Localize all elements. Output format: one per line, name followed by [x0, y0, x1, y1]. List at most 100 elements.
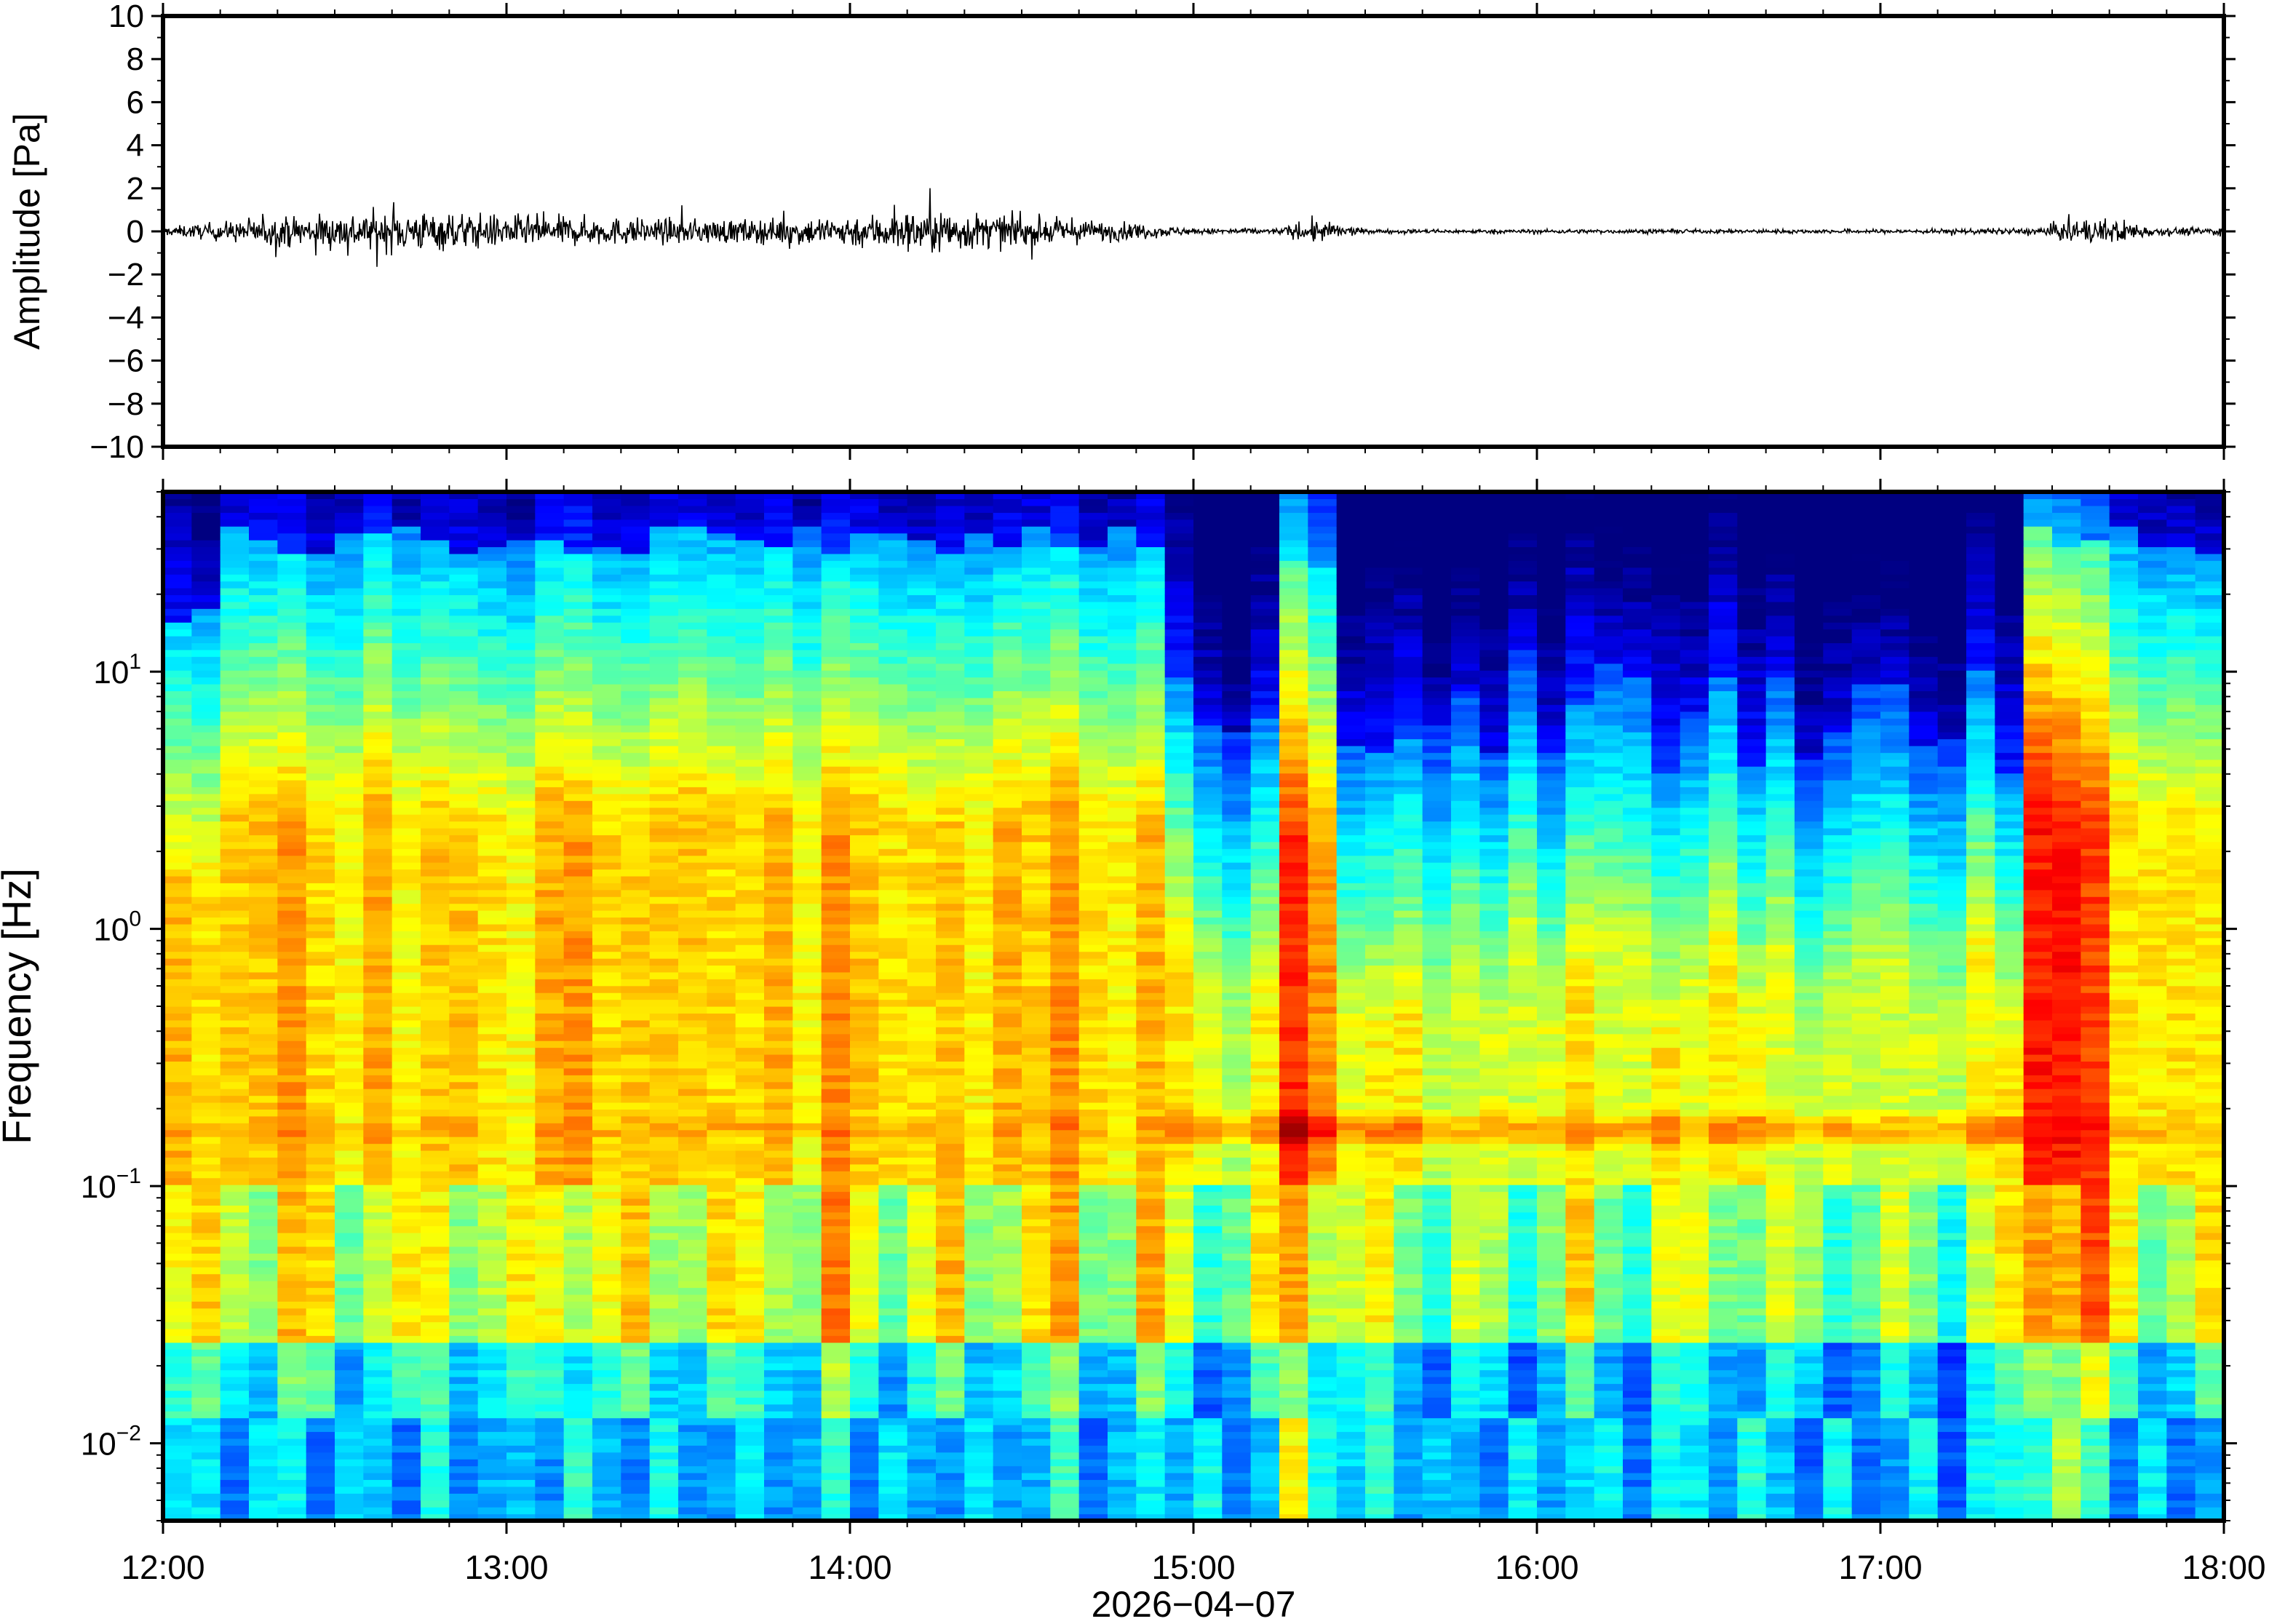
spectrogram-cell: [678, 835, 707, 843]
spectrogram-cell: [707, 1040, 736, 1048]
spectrogram-cell: [449, 546, 479, 554]
spectrogram-cell: [678, 1115, 707, 1123]
spectrogram-cell: [821, 1438, 851, 1446]
spectrogram-cell: [392, 1513, 421, 1521]
spectrogram-cell: [1078, 1267, 1108, 1275]
spectrogram-cell: [850, 1425, 879, 1433]
spectrogram-cell: [277, 1129, 307, 1137]
spectrogram-cell: [392, 1115, 421, 1123]
spectrogram-cell: [878, 992, 908, 1000]
spectrogram-cell: [335, 1383, 364, 1391]
spectrogram-cell: [421, 807, 450, 815]
spectrogram-cell: [191, 1205, 221, 1213]
spectrogram-cell: [277, 1233, 307, 1241]
spectrogram-cell: [678, 745, 707, 753]
spectrogram-cell: [421, 1205, 450, 1213]
spectrogram-cell: [649, 889, 679, 897]
spectrogram-cell: [191, 1006, 221, 1014]
spectrogram-cell: [277, 649, 307, 657]
spectrogram-cell: [392, 1404, 421, 1412]
spectrogram-cell: [964, 971, 994, 979]
spectrogram-cell: [850, 1033, 879, 1041]
spectrogram-cell: [163, 910, 192, 918]
spectrogram-cell: [449, 992, 479, 1000]
spectrogram-cell: [1078, 1253, 1108, 1261]
spectrogram-cell: [449, 1479, 479, 1487]
spectrogram-cell: [449, 622, 479, 630]
spectrogram-cell: [220, 1225, 250, 1233]
spectrogram-cell: [335, 1513, 364, 1521]
spectrogram-cell: [936, 1363, 965, 1371]
spectrogram-cell: [821, 629, 851, 637]
spectrogram-cell: [163, 787, 192, 795]
spectrogram-cell: [850, 1081, 879, 1089]
spectrogram-cell: [993, 1335, 1022, 1343]
spectrogram-cell: [1050, 1019, 1080, 1027]
spectrogram-cell: [936, 560, 965, 568]
spectrogram-cell: [964, 827, 994, 835]
spectrogram-cell: [878, 574, 908, 582]
spectrogram-cell: [506, 1329, 536, 1337]
spectrogram-cell: [191, 526, 221, 534]
spectrogram-cell: [449, 1404, 479, 1412]
spectrogram-cell: [506, 1006, 536, 1014]
spectrogram-cell: [735, 560, 765, 568]
spectrogram-cell: [191, 1363, 221, 1371]
spectrogram-cell: [163, 1013, 192, 1021]
spectrogram-cell: [735, 917, 765, 925]
spectrogram-cell: [907, 670, 937, 678]
spectrogram-cell: [163, 1177, 192, 1185]
spectrogram-cell: [1022, 553, 1051, 561]
spectrogram-cell: [792, 1397, 822, 1405]
spectrogram-cell: [191, 1459, 221, 1467]
spectrogram-cell: [592, 560, 621, 568]
spectrogram-cell: [306, 999, 335, 1007]
spectrogram-cell: [878, 1287, 908, 1295]
spectrogram-cell: [306, 903, 335, 911]
spectrogram-cell: [936, 1438, 965, 1446]
spectrogram-cell: [907, 635, 937, 643]
spectrogram-cell: [735, 1369, 765, 1377]
spectrogram-cell: [792, 992, 822, 1000]
spectrogram-cell: [191, 889, 221, 897]
spectrogram-cell: [850, 1047, 879, 1055]
spectrogram-cell: [821, 608, 851, 616]
spectrogram-cell: [535, 608, 565, 616]
spectrogram-cell: [392, 1431, 421, 1439]
spectrogram-cell: [191, 553, 221, 561]
spectrogram-cell: [306, 519, 335, 527]
spectrogram-cell: [821, 1287, 851, 1295]
spectrogram-cell: [191, 1493, 221, 1501]
spectrogram-cell: [764, 848, 793, 856]
spectrogram-cell: [907, 1390, 937, 1398]
spectrogram-cell: [449, 896, 479, 904]
spectrogram-cell: [878, 1239, 908, 1247]
spectrogram-cell: [335, 594, 364, 602]
spectrogram-cell: [449, 1363, 479, 1371]
spectrogram-cell: [993, 745, 1022, 753]
spectrogram-cell: [306, 1267, 335, 1275]
spectrogram-cell: [191, 848, 221, 856]
spectrogram-cell: [191, 1143, 221, 1151]
spectrogram-cell: [592, 1383, 621, 1391]
spectrogram-cell: [821, 642, 851, 650]
spectrogram-cell: [821, 690, 851, 698]
spectrogram-cell: [449, 1013, 479, 1021]
spectrogram-cell: [392, 1445, 421, 1453]
spectrogram-cell: [936, 711, 965, 719]
spectrogram-cell: [964, 574, 994, 582]
spectrogram-cell: [592, 1417, 621, 1425]
spectrogram-cell: [1050, 711, 1080, 719]
spectrogram-cell: [449, 533, 479, 541]
spectrogram-cell: [563, 731, 593, 739]
spectrogram-cell: [506, 519, 536, 527]
spectrogram-cell: [707, 903, 736, 911]
spectrogram-cell: [363, 553, 393, 561]
spectrogram-cell: [964, 869, 994, 877]
spectrogram-cell: [563, 1006, 593, 1014]
spectrogram-cell: [993, 875, 1022, 883]
spectrogram-cell: [850, 787, 879, 795]
spectrogram-cell: [249, 1465, 278, 1473]
spectrogram-cell: [707, 766, 736, 774]
spectrogram-cell: [191, 1019, 221, 1027]
